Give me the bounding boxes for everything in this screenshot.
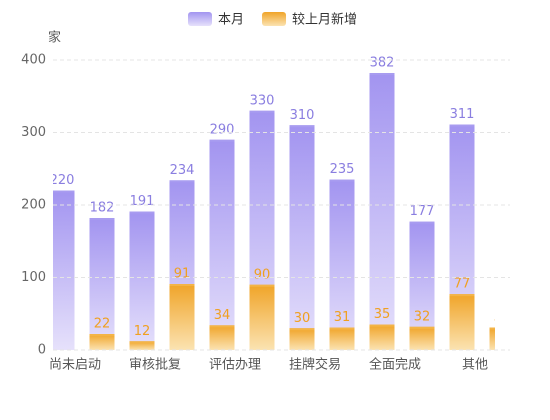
value-label: 177 [410, 204, 435, 219]
bar-top [249, 110, 275, 113]
bar-top [289, 125, 315, 128]
bar [289, 328, 315, 350]
bar [89, 334, 115, 350]
bar-top [329, 179, 355, 182]
y-tick-label: 200 [21, 198, 46, 213]
bar-top [489, 327, 495, 330]
x-tick-label: 尚未启动 [49, 358, 101, 373]
bar [209, 139, 235, 350]
bar-top [169, 284, 195, 287]
value-label: 191 [130, 194, 155, 209]
value-label: 77 [454, 277, 471, 292]
value-label: 182 [90, 201, 115, 216]
bar-top [129, 341, 155, 344]
bar-top [409, 326, 435, 329]
x-tick-label: 挂牌交易 [289, 357, 341, 373]
y-tick-label: 100 [21, 270, 46, 285]
bar-top [209, 325, 235, 328]
bar-top [89, 218, 115, 221]
value-label: 22 [94, 317, 111, 332]
y-axis-label: 家 [48, 30, 61, 46]
bar-top [129, 211, 155, 214]
bar-top [209, 139, 235, 142]
value-label: 34 [214, 308, 231, 323]
legend-label: 本月 [218, 13, 244, 28]
bar-top [369, 73, 395, 76]
bar [289, 125, 315, 350]
bar [329, 327, 355, 350]
bar [489, 327, 495, 350]
value-label: 31 [334, 310, 351, 325]
y-tick-label: 400 [21, 53, 46, 68]
value-label: 235 [330, 162, 355, 177]
bar [169, 284, 195, 350]
bar [369, 73, 395, 351]
bar [209, 325, 235, 350]
bar-top [329, 327, 355, 330]
value-label: 91 [174, 267, 191, 282]
legend-swatch [188, 12, 212, 26]
x-tick-label: 审核批复 [129, 358, 181, 373]
bar [409, 326, 435, 350]
value-label: 32 [414, 309, 431, 324]
bar-top [289, 328, 315, 331]
value-label: 30 [294, 311, 311, 326]
bar-top [89, 334, 115, 337]
bar [129, 341, 155, 350]
bar [53, 190, 75, 350]
x-tick-label: 其他 [462, 358, 488, 373]
bar-top [449, 124, 475, 127]
value-label: 382 [370, 56, 395, 71]
x-tick-label: 评估办理 [209, 358, 261, 373]
bar [89, 218, 115, 350]
x-tick-label: 全面完成 [369, 357, 421, 373]
bar-top [369, 324, 395, 327]
value-label: 35 [374, 307, 391, 322]
value-label: 234 [170, 163, 195, 178]
bar [369, 324, 395, 350]
value-label: 12 [134, 324, 151, 339]
bar-top [249, 284, 275, 287]
bar [329, 179, 355, 350]
value-label: 31 [494, 310, 511, 325]
legend-label: 较上月新增 [292, 12, 357, 28]
bar-top [169, 180, 195, 183]
value-label: 90 [254, 267, 271, 282]
bar [249, 284, 275, 350]
bar-top [53, 190, 75, 193]
bar [449, 294, 475, 350]
y-tick-label: 300 [21, 125, 46, 140]
value-label: 310 [290, 108, 315, 123]
value-label: 220 [50, 173, 75, 188]
y-tick-label: 0 [38, 343, 46, 358]
bar-top [449, 294, 475, 297]
value-label: 290 [210, 122, 235, 137]
value-label: 330 [250, 93, 275, 108]
bar [129, 211, 155, 350]
legend-swatch [262, 12, 287, 26]
bar-top [409, 221, 435, 224]
value-label: 311 [450, 107, 475, 122]
